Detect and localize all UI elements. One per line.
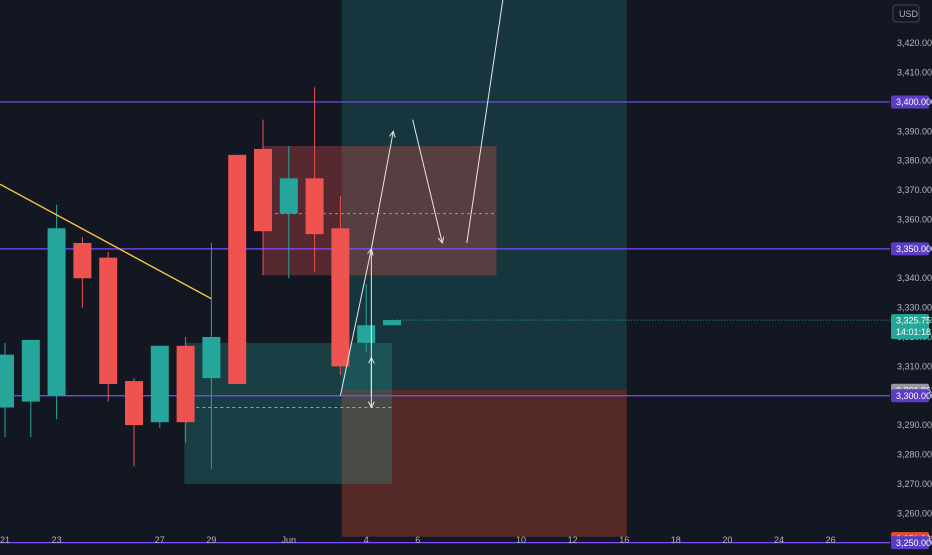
price-tag-box [891,389,929,403]
x-tick-label: 27 [155,535,165,545]
y-tick-label: 3,390.000 [897,126,932,136]
price-tag-box [891,95,929,109]
x-tick-label: 20 [722,535,732,545]
x-tick-label: 21 [0,535,10,545]
last-price-label: 3,325.755 [896,316,932,326]
y-tick-label: 3,260.000 [897,508,932,518]
candle-body [47,228,66,396]
y-tick-label: 3,370.000 [897,185,932,195]
y-tick-label: 3,420.000 [897,38,932,48]
candles [0,87,401,470]
price-tag-box [891,242,929,256]
candle-body [73,242,92,279]
candle-body [383,320,401,326]
price-tag-label: 3,350.000 [896,244,932,254]
candle-body [228,154,247,385]
trend-line [0,183,212,300]
currency-box [892,4,920,23]
projection-arrow [339,249,371,396]
price-tags: 3,400.0003,350.0003,301.8633,300.0003,25… [891,95,932,550]
candle-body [125,381,143,426]
x-tick-label: 23 [52,535,62,545]
drawings [0,0,504,408]
x-tick-label: 16 [619,535,629,545]
candle-body [305,178,324,235]
profit-zone-lower [341,322,627,390]
loss-zone [341,389,627,537]
horizontal-levels [0,101,890,544]
candle-body [0,354,14,408]
price-tag-label: 3,250.000 [896,538,932,548]
y-tick-label: 3,360.000 [897,214,932,224]
x-tick-label: 6 [415,535,420,545]
price-tag-label: 3,400.000 [896,97,932,107]
x-tick-label: 26 [826,535,836,545]
x-tick-label: 10 [516,535,526,545]
y-tick-label: 3,330.000 [897,303,932,313]
profit-zone-upper [341,0,627,323]
position-zones [184,0,627,537]
projection-arrow [412,119,443,243]
x-tick-label: 12 [568,535,578,545]
x-tick-label: 24 [774,535,784,545]
candle-body [279,178,298,214]
candle-body [331,228,350,367]
y-tick-label: 3,280.000 [897,450,932,460]
supply-zone [263,146,497,276]
candle-body [21,339,40,402]
projection-arrow [370,131,393,249]
candle-body [176,345,195,423]
candle-body [150,345,169,423]
currency-label: USD [899,9,919,19]
x-tick-label: 4 [364,535,369,545]
y-tick-label: 3,340.000 [897,273,932,283]
price-tag-box [891,536,929,550]
y-tick-label: 3,310.000 [897,361,932,371]
y-tick-label: 3,380.000 [897,156,932,166]
candle-body [202,336,221,379]
y-tick-label: 3,410.000 [897,68,932,78]
x-tick-label: 29 [206,535,216,545]
y-tick-label: 3,290.000 [897,420,932,430]
countdown-label: 14:01:18 [896,327,931,337]
price-tag-label: 3,300.000 [896,391,932,401]
candle-body [99,257,118,385]
x-tick-label: Jun [282,535,297,545]
candle-body [254,148,272,232]
last-price-tag-box [891,314,929,340]
y-tick-label: 3,270.000 [897,479,932,489]
x-tick-label: 18 [671,535,681,545]
candle-body [357,325,376,343]
projection-arrow [466,0,504,244]
